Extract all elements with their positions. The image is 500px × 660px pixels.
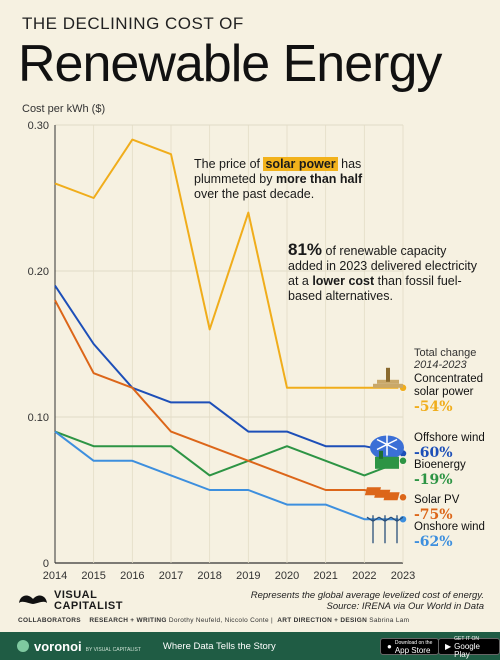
- play-icon: ▶: [445, 642, 452, 651]
- tagline: Where Data Tells the Story: [162, 640, 276, 652]
- footnote: Represents the global average levelized …: [250, 590, 484, 612]
- legend-onshore-wind: Onshore wind -62%: [414, 521, 485, 550]
- solar-tower-icon: [373, 367, 403, 388]
- solar-annotation: The price of solar power has plummeted b…: [194, 157, 363, 201]
- x-tick-label: 2023: [391, 570, 415, 580]
- y-tick-label: 0.10: [28, 412, 49, 424]
- series-line-onshore-wind: [54, 430, 403, 521]
- series-line-concentrated-solar-power: [54, 138, 403, 389]
- line-chart: 0 0.10 0.20 0.30 2014 2015 2016 2017 2018 2019 202…: [28, 120, 416, 580]
- y-tick-label: 0.30: [28, 120, 49, 132]
- capacity-annotation: 81% of renewable capacity added in 2023 …: [288, 240, 478, 303]
- google-play-button[interactable]: ▶ GET IT ON Google Play: [438, 636, 500, 658]
- visual-capitalist-logo: VISUAL CAPITALIST: [18, 590, 123, 612]
- apple-icon: ●: [387, 642, 392, 651]
- x-tick-label: 2021: [313, 570, 337, 580]
- x-tick-label: 2022: [352, 570, 376, 580]
- total-change-title: Total change 2014-2023: [414, 347, 477, 371]
- app-store-button[interactable]: ● Download on the App Store: [380, 638, 440, 655]
- voronoi-sub: BY VISUAL CAPITALIST: [85, 647, 141, 653]
- legend-concentrated-solar: Concentrated solar power -54%: [414, 373, 484, 415]
- chart-kicker: THE DECLINING COST OF: [22, 14, 244, 33]
- y-axis-label: Cost per kWh ($): [22, 103, 106, 115]
- x-tick-label: 2014: [43, 570, 67, 580]
- legend-bioenergy: Bioenergy -19%: [414, 459, 466, 488]
- onshore-turbines-icon: [366, 515, 404, 544]
- voronoi-logo-icon: [17, 640, 29, 652]
- solar-panel-icon: [364, 487, 400, 501]
- legend-solar-pv: Solar PV -75%: [414, 494, 460, 523]
- x-tick-label: 2016: [120, 570, 144, 580]
- legend-offshore-wind: Offshore wind -60%: [414, 432, 485, 461]
- endpoint-solar-pv: [398, 492, 408, 503]
- x-tick-label: 2015: [81, 570, 105, 580]
- x-tick-label: 2020: [275, 570, 299, 580]
- offshore-turbine-icon: [370, 433, 404, 460]
- series-line-bioenergy: [54, 430, 404, 477]
- series-line-offshore-wind: [54, 285, 404, 455]
- bioenergy-plant-icon: [375, 450, 399, 469]
- endpoint-bioenergy: [398, 456, 408, 466]
- x-tick-label: 2019: [236, 570, 260, 580]
- voronoi-wordmark: voronoi: [34, 638, 82, 654]
- chart-title: Renewable Energy: [18, 35, 442, 93]
- mustache-icon: [19, 595, 47, 604]
- collaborators: COLLABORATORS RESEARCH + WRITING Dorothy…: [18, 617, 410, 624]
- y-tick-label: 0: [43, 558, 49, 570]
- y-tick-label: 0.20: [28, 266, 49, 278]
- series-line-solar-pv: [54, 299, 404, 499]
- x-tick-label: 2018: [197, 570, 221, 580]
- x-tick-label: 2017: [159, 570, 183, 580]
